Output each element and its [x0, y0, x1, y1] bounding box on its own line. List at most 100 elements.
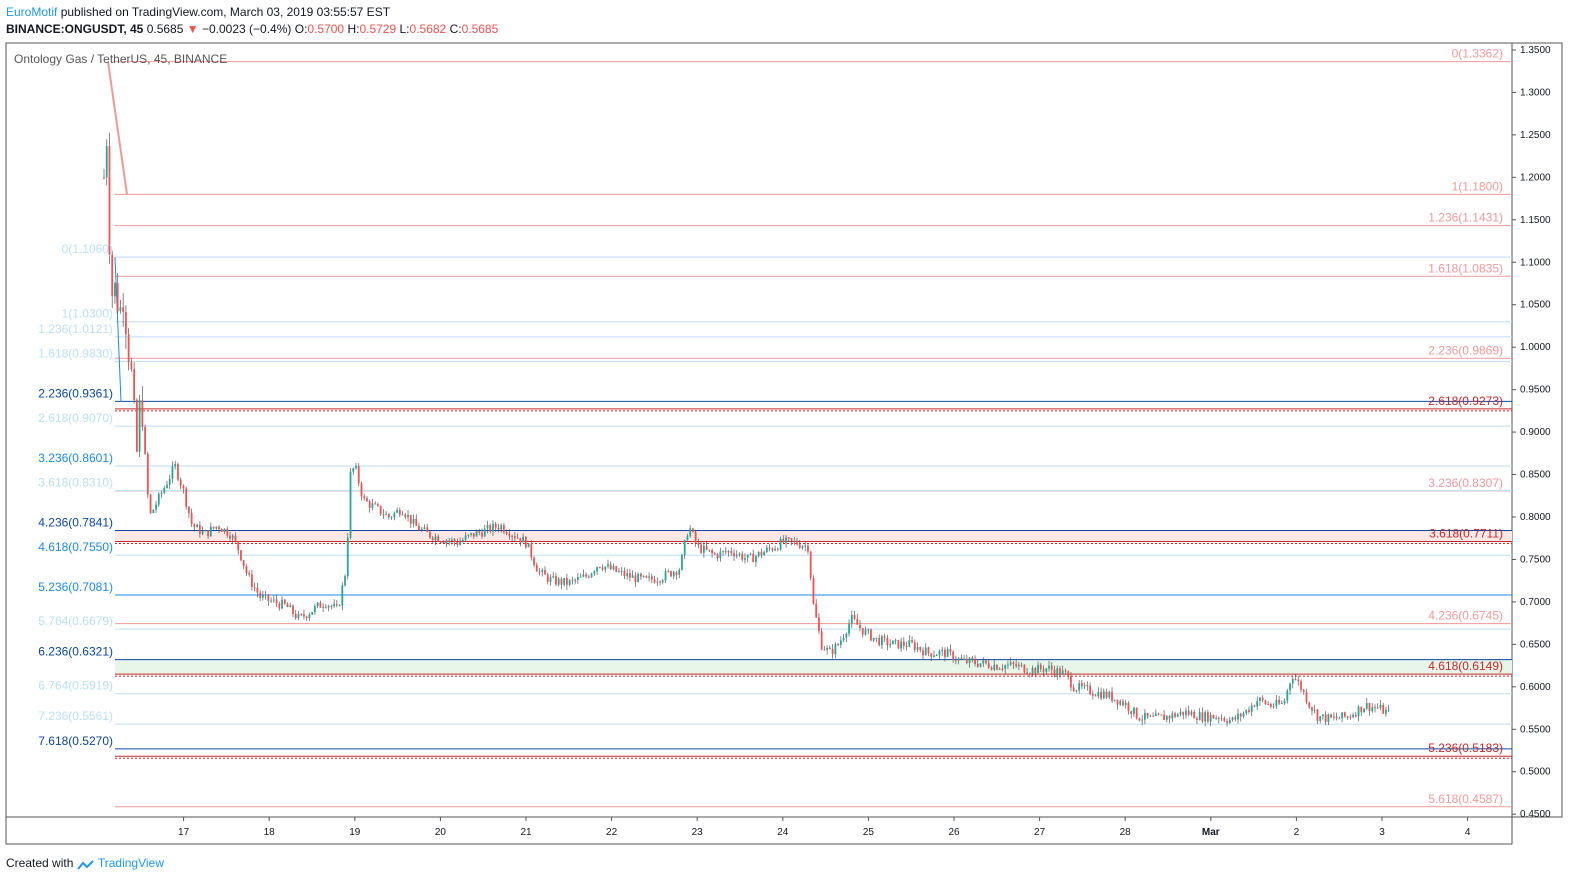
candle-body	[1034, 668, 1037, 674]
y-tick-label: 0.5500	[1520, 724, 1551, 735]
candle-body	[1371, 707, 1374, 712]
candle-body	[878, 637, 881, 646]
candle-body	[976, 663, 979, 667]
candle-body	[1017, 664, 1020, 667]
candle-body	[571, 579, 574, 581]
candle-body	[1050, 665, 1053, 670]
time-axis[interactable]	[5, 816, 1513, 845]
price-axis[interactable]	[1511, 42, 1563, 818]
candle-body	[563, 577, 566, 585]
candle-body	[544, 569, 546, 575]
tradingview-link[interactable]: TradingView	[97, 856, 164, 870]
y-tick-label: 1.0500	[1520, 300, 1551, 311]
candle-body	[790, 538, 793, 541]
candle-body	[357, 466, 360, 484]
candle-body	[209, 526, 212, 537]
candle-body	[1127, 702, 1130, 711]
candle-body	[724, 551, 727, 553]
x-tick-label: 18	[264, 827, 276, 838]
candle-body	[648, 576, 650, 578]
fib-red-label: 5.236(0.5183)	[1428, 741, 1503, 755]
candle-body	[760, 551, 763, 556]
candle-body	[305, 616, 308, 619]
candle-body	[705, 545, 708, 550]
candle-body	[634, 575, 637, 583]
candle-body	[946, 649, 949, 657]
author-link[interactable]: EuroMotif	[6, 5, 58, 19]
x-tick-label: Mar	[1202, 827, 1220, 838]
candle-body	[927, 647, 930, 654]
candle-body	[333, 604, 335, 607]
candle-body	[746, 554, 749, 558]
candle-body	[700, 544, 703, 553]
candle-body	[409, 514, 412, 524]
candle-body	[672, 572, 675, 577]
candle-body	[1346, 716, 1349, 718]
fib-blue-label: 1.236(1.0121)	[38, 322, 113, 336]
publish-info: EuroMotif published on TradingView.com, …	[6, 5, 390, 19]
candle-body	[412, 518, 415, 524]
candle-body	[670, 571, 672, 577]
candle-body	[623, 570, 626, 577]
x-tick-label: 21	[520, 827, 532, 838]
candle-body	[453, 539, 456, 543]
candle-body	[1012, 662, 1015, 665]
candle-body	[856, 618, 859, 625]
candle-body	[924, 647, 927, 656]
candle-body	[1113, 699, 1116, 701]
fib-blue-label: 0(1.1060)	[62, 242, 113, 256]
candle-body	[881, 636, 883, 646]
y-tick-label: 1.1000	[1520, 257, 1551, 268]
candle-body	[664, 571, 667, 581]
candle-body	[382, 514, 385, 516]
candle-body	[815, 603, 818, 618]
fib-red-label: 5.618(0.4587)	[1428, 792, 1503, 806]
fib-blue-label: 5.764(0.6679)	[38, 614, 113, 628]
candle-body	[1141, 719, 1144, 721]
candle-body	[1215, 717, 1218, 719]
fib-lines	[107, 61, 1512, 808]
candle-body	[954, 660, 957, 662]
candle-body	[935, 654, 938, 656]
candle-body	[1089, 685, 1092, 695]
candle-body	[144, 426, 146, 454]
candle-body	[1327, 714, 1330, 722]
candle-body	[645, 575, 648, 578]
candle-body	[261, 595, 264, 598]
high-label: H:	[347, 22, 360, 36]
y-tick-label: 0.6000	[1520, 682, 1551, 693]
candle-body	[374, 503, 377, 505]
candle-body	[300, 614, 303, 616]
candle-body	[1124, 702, 1127, 706]
candle-body	[311, 612, 314, 615]
candle-body	[1365, 703, 1368, 709]
candle-body	[963, 658, 966, 660]
fib-red-label: 0(1.3362)	[1452, 47, 1503, 61]
plot-area[interactable]	[5, 42, 1513, 818]
fib-red-label: 1.236(1.1431)	[1428, 211, 1503, 225]
candle-body	[1091, 694, 1094, 696]
candle-body	[470, 533, 472, 535]
candle-body	[297, 614, 300, 619]
candle-body	[949, 649, 952, 652]
candle-body	[179, 479, 182, 486]
candle-body	[349, 471, 352, 538]
candle-body	[429, 531, 431, 538]
candle-body	[1286, 690, 1289, 701]
candle-body	[256, 587, 259, 593]
y-tick-label: 0.7000	[1520, 597, 1551, 608]
candle-body	[1341, 712, 1344, 719]
candle-body	[897, 639, 900, 649]
candle-body	[1264, 700, 1267, 704]
candle-body	[993, 664, 996, 670]
candle-body	[316, 602, 319, 607]
candle-body	[831, 648, 834, 655]
candle-body	[938, 651, 941, 655]
candle-body	[513, 535, 516, 538]
candle-body	[1070, 675, 1072, 688]
candle-body	[335, 604, 338, 606]
candle-body	[1130, 710, 1133, 714]
tradingview-logo-icon	[76, 859, 95, 870]
candle-body	[508, 533, 511, 537]
